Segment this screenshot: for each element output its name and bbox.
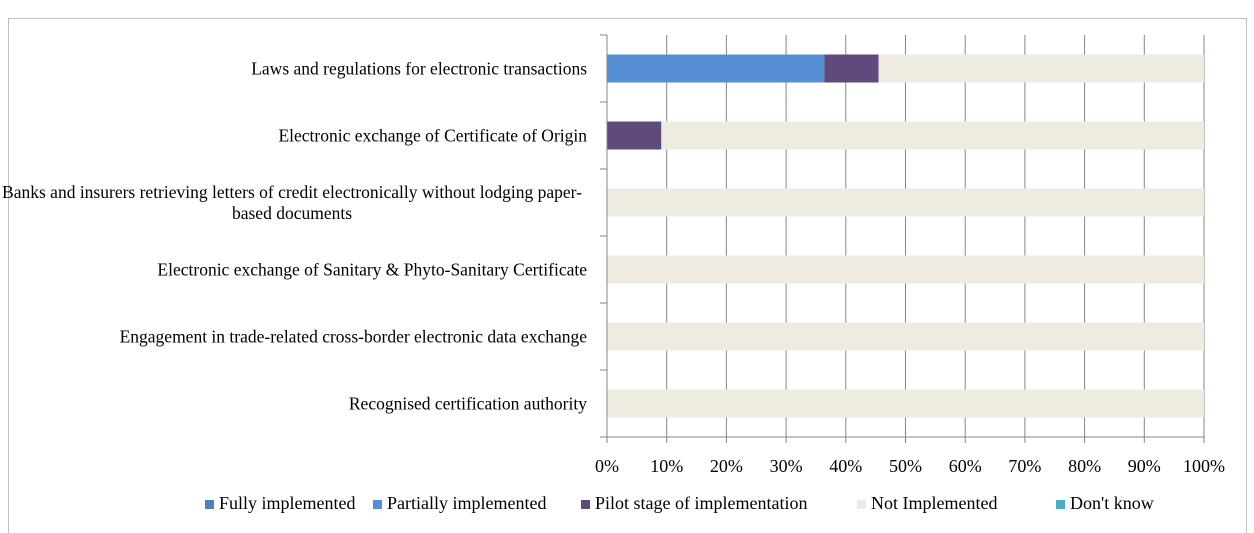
bar-segment: [607, 322, 1204, 351]
category-text: Recognised certification authority: [348, 393, 587, 413]
x-tick-label: 10%: [650, 456, 683, 476]
bar-segment: [878, 54, 1204, 83]
legend-label: Don't know: [1070, 493, 1154, 513]
legend-swatch: [373, 500, 382, 509]
category-label: Laws and regulations for electronic tran…: [0, 58, 587, 79]
legend-swatch: [857, 500, 866, 509]
x-tick-label: 80%: [1068, 456, 1101, 476]
legend-label: Partially implemented: [387, 493, 546, 513]
x-tick-label: 100%: [1183, 456, 1225, 476]
category-text: Banks and insurers retrieving letters of…: [2, 181, 582, 223]
x-tick-label: 30%: [770, 456, 803, 476]
x-tick-label: 90%: [1128, 456, 1161, 476]
legend-label: Pilot stage of implementation: [595, 493, 807, 513]
category-text: Engagement in trade-related cross-border…: [119, 326, 587, 346]
bar-segment: [661, 121, 1204, 150]
bar-segment: [607, 121, 662, 150]
x-tick-label: 40%: [829, 456, 862, 476]
category-text: Electronic exchange of Certificate of Or…: [278, 125, 587, 145]
legend-swatch: [205, 500, 214, 509]
category-label: Electronic exchange of Certificate of Or…: [0, 125, 587, 146]
legend-label: Not Implemented: [871, 493, 997, 513]
chart-border: [8, 18, 1247, 533]
bar-segment: [824, 54, 879, 83]
x-tick-label: 0%: [595, 456, 619, 476]
category-label: Recognised certification authority: [0, 393, 587, 414]
x-tick-label: 50%: [889, 456, 922, 476]
legend-swatch: [1056, 500, 1065, 509]
x-tick-label: 70%: [1008, 456, 1041, 476]
category-text: Laws and regulations for electronic tran…: [251, 58, 587, 78]
category-label: Banks and insurers retrieving letters of…: [0, 182, 587, 224]
x-tick-label: 20%: [710, 456, 743, 476]
bar-segment: [607, 389, 1204, 418]
legend-swatch: [581, 500, 590, 509]
bar-segment: [607, 188, 1204, 217]
legend-label: Fully implemented: [219, 493, 356, 513]
category-text: Electronic exchange of Sanitary & Phyto-…: [157, 259, 587, 279]
category-label: Engagement in trade-related cross-border…: [0, 326, 587, 347]
bar-segment: [607, 54, 825, 83]
x-tick-label: 60%: [949, 456, 982, 476]
bar-segment: [607, 255, 1204, 284]
category-label: Electronic exchange of Sanitary & Phyto-…: [0, 259, 587, 280]
